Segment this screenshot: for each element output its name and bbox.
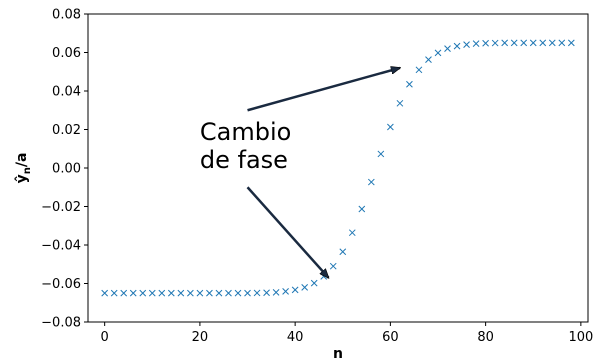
y-tick-label: −0.02 xyxy=(41,200,81,215)
data-point xyxy=(196,289,204,297)
data-point xyxy=(377,150,385,158)
data-point xyxy=(167,289,175,297)
axis-titles: n ŷn/a xyxy=(14,153,343,362)
data-point xyxy=(301,283,309,291)
data-point xyxy=(501,39,509,47)
data-point xyxy=(129,289,137,297)
data-point xyxy=(387,123,394,131)
data-point xyxy=(215,289,223,297)
data-point xyxy=(272,289,280,296)
data-point xyxy=(158,289,166,297)
data-point xyxy=(463,41,470,48)
data-point xyxy=(177,289,185,297)
data-point xyxy=(110,289,118,297)
data-point xyxy=(101,289,109,297)
y-tick-label: 0.08 xyxy=(52,8,81,23)
data-point xyxy=(348,229,356,237)
data-point xyxy=(234,289,242,297)
y-tick-label: 0.02 xyxy=(52,123,81,138)
data-point xyxy=(358,205,366,213)
data-point xyxy=(263,289,270,297)
data-point xyxy=(396,99,404,107)
data-point xyxy=(291,286,299,294)
data-point xyxy=(567,39,575,47)
y-tick-label: −0.08 xyxy=(41,316,81,331)
y-tick-label: −0.06 xyxy=(41,277,81,292)
data-point xyxy=(558,39,566,47)
axes-frame xyxy=(87,13,589,323)
y-axis-label: ŷn/a xyxy=(14,153,33,184)
data-point xyxy=(548,39,556,47)
annotation-text-line: de fase xyxy=(200,146,288,174)
data-point xyxy=(425,56,432,63)
tick-labels: 0 20 40 60 80 100 −0.08 −0.06 −0.04 −0.02 0.00 0.02… xyxy=(41,8,593,346)
data-point xyxy=(434,49,442,57)
data-point xyxy=(187,289,194,297)
data-point xyxy=(120,289,128,297)
annotation-arrow xyxy=(246,186,329,277)
y-axis-label-sub: n xyxy=(22,167,33,174)
annotation-text-line: Cambio xyxy=(200,118,291,146)
x-axis-label: n xyxy=(333,346,343,362)
data-point xyxy=(367,178,375,186)
data-point xyxy=(453,42,461,50)
data-point xyxy=(415,66,423,74)
annotation-arrow xyxy=(247,68,400,112)
data-point xyxy=(520,39,528,47)
x-tick-label: 0 xyxy=(101,330,109,345)
data-point xyxy=(529,39,537,47)
x-tick-label: 100 xyxy=(568,330,593,345)
data-point xyxy=(510,39,518,47)
x-tick-label: 40 xyxy=(287,330,304,345)
data-point xyxy=(244,289,251,297)
x-tick-label: 80 xyxy=(477,330,494,345)
x-tick-label: 60 xyxy=(382,330,399,345)
data-point xyxy=(482,39,489,47)
data-point xyxy=(253,289,261,297)
y-tick-label: 0.04 xyxy=(52,85,81,100)
data-point xyxy=(444,45,451,53)
data-point xyxy=(310,279,318,287)
data-point xyxy=(472,40,480,47)
data-point xyxy=(406,80,413,88)
data-point xyxy=(282,288,289,295)
y-axis-label-suffix: /a xyxy=(14,153,30,168)
data-point xyxy=(139,289,147,297)
data-point xyxy=(329,262,337,270)
y-axis-label-main: ŷ xyxy=(14,174,30,183)
data-point xyxy=(339,248,347,256)
data-point xyxy=(148,289,156,297)
y-tick-label: −0.04 xyxy=(41,239,81,254)
data-point xyxy=(539,39,547,47)
data-point xyxy=(206,289,213,297)
plot-area xyxy=(87,13,589,323)
y-tick-label: 0.06 xyxy=(52,46,81,61)
data-point xyxy=(491,39,499,47)
y-tick-label: 0.00 xyxy=(52,162,81,177)
data-point xyxy=(225,289,232,297)
x-tick-label: 20 xyxy=(192,330,209,345)
